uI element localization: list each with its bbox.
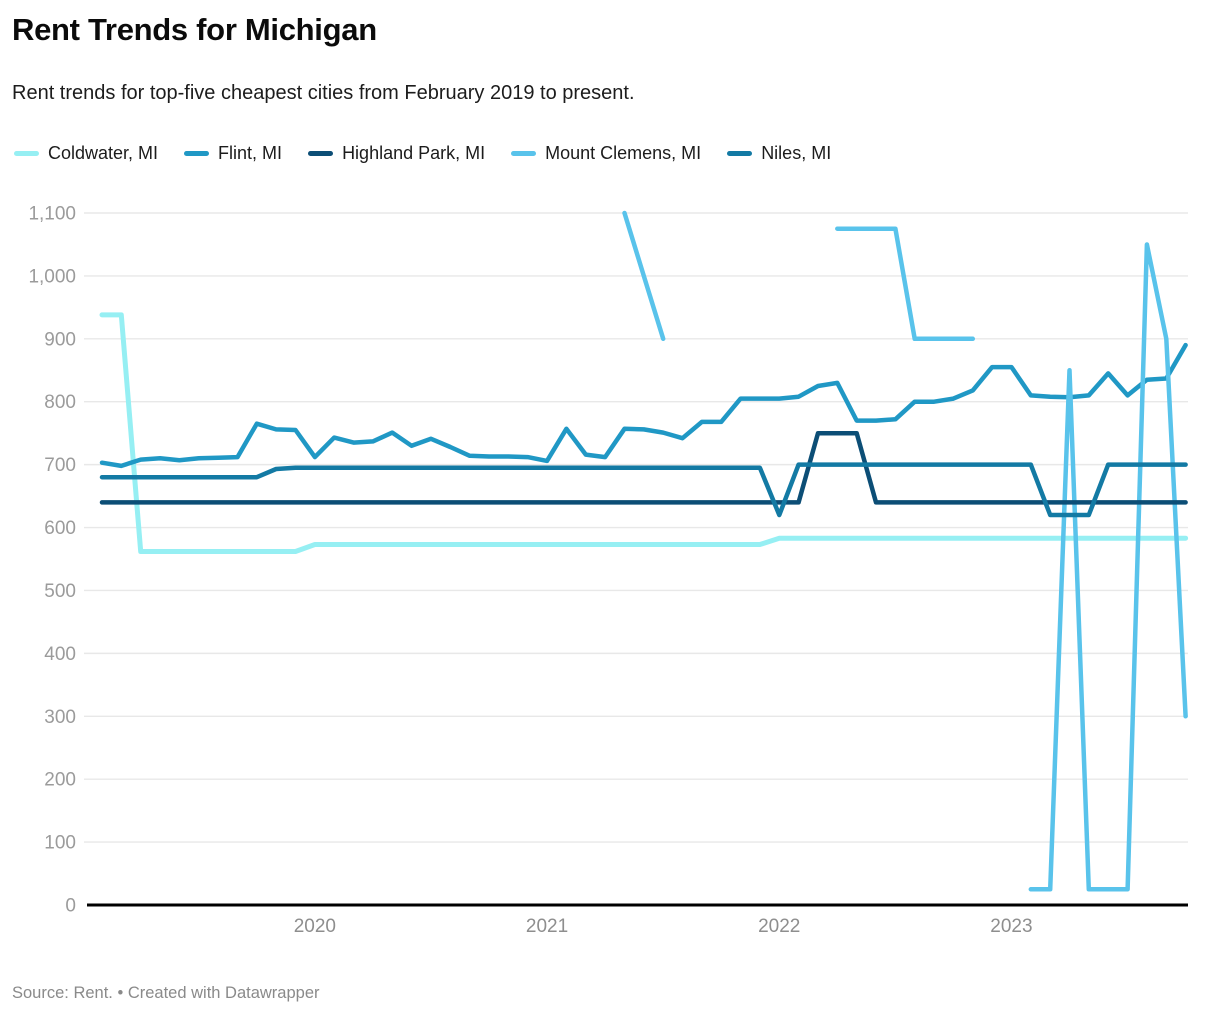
x-tick-label: 2022 <box>758 916 800 937</box>
legend-label: Coldwater, MI <box>48 143 159 163</box>
series-line-2 <box>99 430 1188 505</box>
chart-canvas: 0 100 200 300 400 500 600 700 800 900 1,000 1,100 20… <box>28 204 1189 937</box>
x-tick-label: 2023 <box>990 916 1032 937</box>
x-axis: 2020 2021 2022 2023 <box>294 916 1033 937</box>
y-axis: 0 100 200 300 400 500 600 700 800 900 1,000 1,100 <box>28 204 1188 917</box>
source-note: Source: Rent. • Created with Datawrapper <box>12 984 320 1002</box>
legend-item-4: Niles, MI <box>727 143 831 164</box>
legend-item-3: Mount Clemens, MI <box>511 143 701 164</box>
x-tick-label: 2020 <box>294 916 336 937</box>
legend-swatch-icon <box>184 151 210 156</box>
y-tick-label: 800 <box>44 392 76 413</box>
legend-label: Niles, MI <box>761 143 832 163</box>
y-tick-label: 700 <box>44 455 76 476</box>
legend-item-0: Coldwater, MI <box>14 143 158 164</box>
y-tick-label: 0 <box>65 896 76 917</box>
legend-swatch-icon <box>308 151 334 156</box>
series-line-0 <box>99 312 1189 554</box>
series-line-1 <box>99 342 1188 469</box>
y-tick-label: 1,100 <box>28 204 76 225</box>
y-tick-label: 1,000 <box>28 266 76 287</box>
series-line-3 <box>622 210 1188 892</box>
legend-item-1: Flint, MI <box>184 143 282 164</box>
legend-item-2: Highland Park, MI <box>308 143 485 164</box>
legend: Coldwater, MI Flint, MI Highland Park, MI M… <box>14 143 831 164</box>
legend-label: Flint, MI <box>218 143 283 163</box>
legend-swatch-icon <box>727 151 753 156</box>
y-tick-label: 400 <box>44 644 76 665</box>
y-tick-label: 900 <box>44 329 76 350</box>
legend-label: Highland Park, MI <box>342 143 486 163</box>
y-tick-label: 200 <box>44 770 76 791</box>
y-tick-label: 500 <box>44 581 76 602</box>
series-lines <box>99 210 1189 892</box>
page-title: Rent Trends for Michigan <box>12 12 377 47</box>
y-tick-label: 600 <box>44 518 76 539</box>
x-tick-label: 2021 <box>526 916 568 937</box>
y-tick-label: 300 <box>44 707 76 728</box>
legend-swatch-icon <box>511 151 537 156</box>
series-line-4 <box>99 462 1188 518</box>
y-tick-label: 100 <box>44 833 76 854</box>
legend-swatch-icon <box>14 151 39 156</box>
legend-label: Mount Clemens, MI <box>545 143 702 163</box>
chart-plot-area[interactable]: 0 100 200 300 400 500 600 700 800 900 1,000 1,100 20… <box>0 190 1220 950</box>
page-subtitle: Rent trends for top-five cheapest cities… <box>12 82 635 104</box>
